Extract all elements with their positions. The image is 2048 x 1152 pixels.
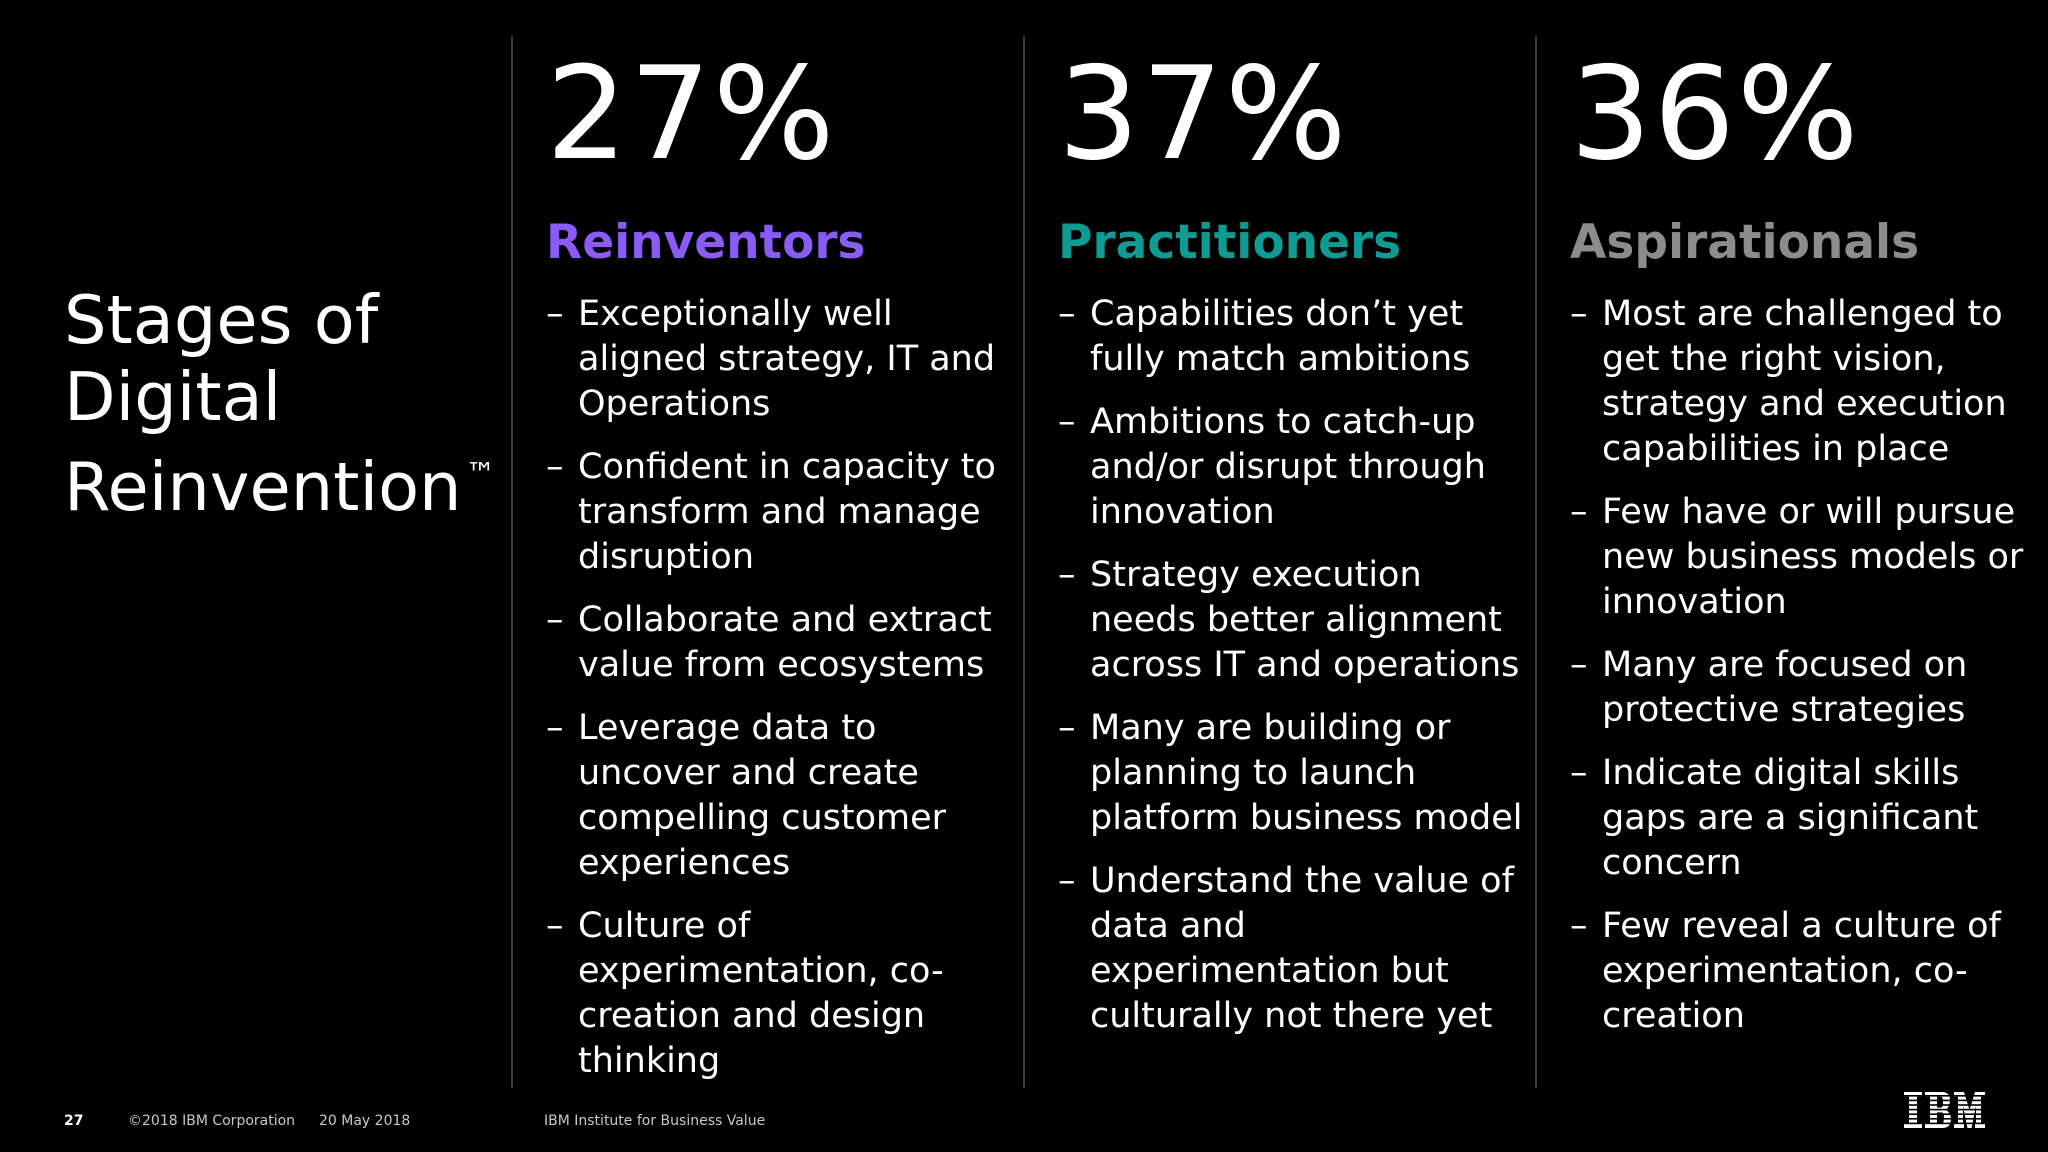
bullet-item: – Few reveal a culture of experimentation… — [1570, 904, 2040, 1039]
dash-icon: – — [1058, 708, 1076, 748]
bullet-item: – Exceptionally well aligned strategy, IT… — [546, 292, 1016, 427]
bullet-item: – Indicate digital skills gaps are a sign… — [1570, 751, 2040, 886]
bullet-item: – Understand the value of data and experi… — [1058, 859, 1528, 1039]
ibm-logo-icon — [1904, 1092, 1985, 1128]
dash-icon: – — [1058, 294, 1076, 334]
dash-icon: – — [546, 294, 564, 334]
bullet-text: Indicate digital skills gaps are a signi… — [1602, 753, 1979, 883]
stage-name: Reinventors — [546, 215, 866, 270]
footer-source: IBM Institute for Business Value — [544, 1113, 766, 1129]
bullet-text: Collaborate and extract value from ecosy… — [578, 600, 992, 685]
dash-icon: – — [1570, 753, 1588, 793]
bullet-item: – Strategy execution needs better alignme… — [1058, 553, 1528, 688]
dash-icon: – — [546, 447, 564, 487]
bullet-item: – Few have or will pursue new business mo… — [1570, 490, 2040, 625]
bullet-item: – Ambitions to catch-up and/or disrupt th… — [1058, 400, 1528, 535]
column-divider-1 — [511, 36, 513, 1088]
dash-icon: – — [1570, 492, 1588, 532]
bullet-text: Ambitions to catch-up and/or disrupt thr… — [1090, 402, 1486, 532]
footer-copyright: ©2018 IBM Corporation — [128, 1113, 296, 1129]
bullet-item: – Most are challenged to get the right vi… — [1570, 292, 2040, 472]
bullet-item: – Collaborate and extract value from ecos… — [546, 598, 1016, 688]
bullet-text: Exceptionally well aligned strategy, IT … — [578, 294, 996, 424]
column-divider-2 — [1023, 36, 1025, 1088]
slide-title-text: Stages of Digital Reinvention — [64, 281, 462, 526]
bullet-item: – Leverage data to uncover and create com… — [546, 706, 1016, 886]
footer-date: 20 May 2018 — [319, 1113, 411, 1129]
bullet-text: Culture of experimentation, co-creation … — [578, 906, 944, 1081]
stage-name: Practitioners — [1058, 215, 1402, 270]
dash-icon: – — [1058, 555, 1076, 595]
dash-icon: – — [546, 600, 564, 640]
bullet-item: – Culture of experimentation, co-creation… — [546, 904, 1016, 1084]
bullet-text: Leverage data to uncover and create comp… — [578, 708, 947, 883]
stage-name: Aspirationals — [1570, 215, 1920, 270]
bullet-text: Understand the value of data and experim… — [1090, 861, 1514, 1036]
stage-percent: 37% — [1058, 40, 1349, 189]
bullet-text: Strategy execution needs better alignmen… — [1090, 555, 1520, 685]
dash-icon: – — [1570, 294, 1588, 334]
dash-icon: – — [1058, 861, 1076, 901]
bullet-text: Many are building or planning to launch … — [1090, 708, 1523, 838]
dash-icon: – — [546, 906, 564, 946]
bullet-text: Few reveal a culture of experimentation,… — [1602, 906, 2001, 1036]
stage-percent: 36% — [1570, 40, 1861, 189]
slide-title: Stages of Digital Reinvention ™ — [64, 282, 504, 526]
bullet-item: – Capabilities don’t yet fully match ambi… — [1058, 292, 1528, 382]
bullet-text: Capabilities don’t yet fully match ambit… — [1090, 294, 1471, 379]
stage-percent: 27% — [546, 40, 837, 189]
trademark-mark: ™ — [465, 457, 496, 492]
page-number: 27 — [64, 1113, 84, 1129]
column-divider-3 — [1535, 36, 1537, 1088]
stage-bullet-list: – Capabilities don’t yet fully match ambi… — [1058, 292, 1528, 1057]
bullet-item: – Confident in capacity to transform and … — [546, 445, 1016, 580]
bullet-text: Few have or will pursue new business mod… — [1602, 492, 2024, 622]
bullet-item: – Many are focused on protective strategi… — [1570, 643, 2040, 733]
stage-bullet-list: – Most are challenged to get the right vi… — [1570, 292, 2040, 1057]
bullet-item: – Many are building or planning to launch… — [1058, 706, 1528, 841]
dash-icon: – — [546, 708, 564, 748]
dash-icon: – — [1570, 906, 1588, 946]
bullet-text: Most are challenged to get the right vis… — [1602, 294, 2007, 469]
dash-icon: – — [1058, 402, 1076, 442]
bullet-text: Many are focused on protective strategie… — [1602, 645, 1968, 730]
dash-icon: – — [1570, 645, 1588, 685]
bullet-text: Confident in capacity to transform and m… — [578, 447, 996, 577]
stage-bullet-list: – Exceptionally well aligned strategy, IT… — [546, 292, 1016, 1102]
